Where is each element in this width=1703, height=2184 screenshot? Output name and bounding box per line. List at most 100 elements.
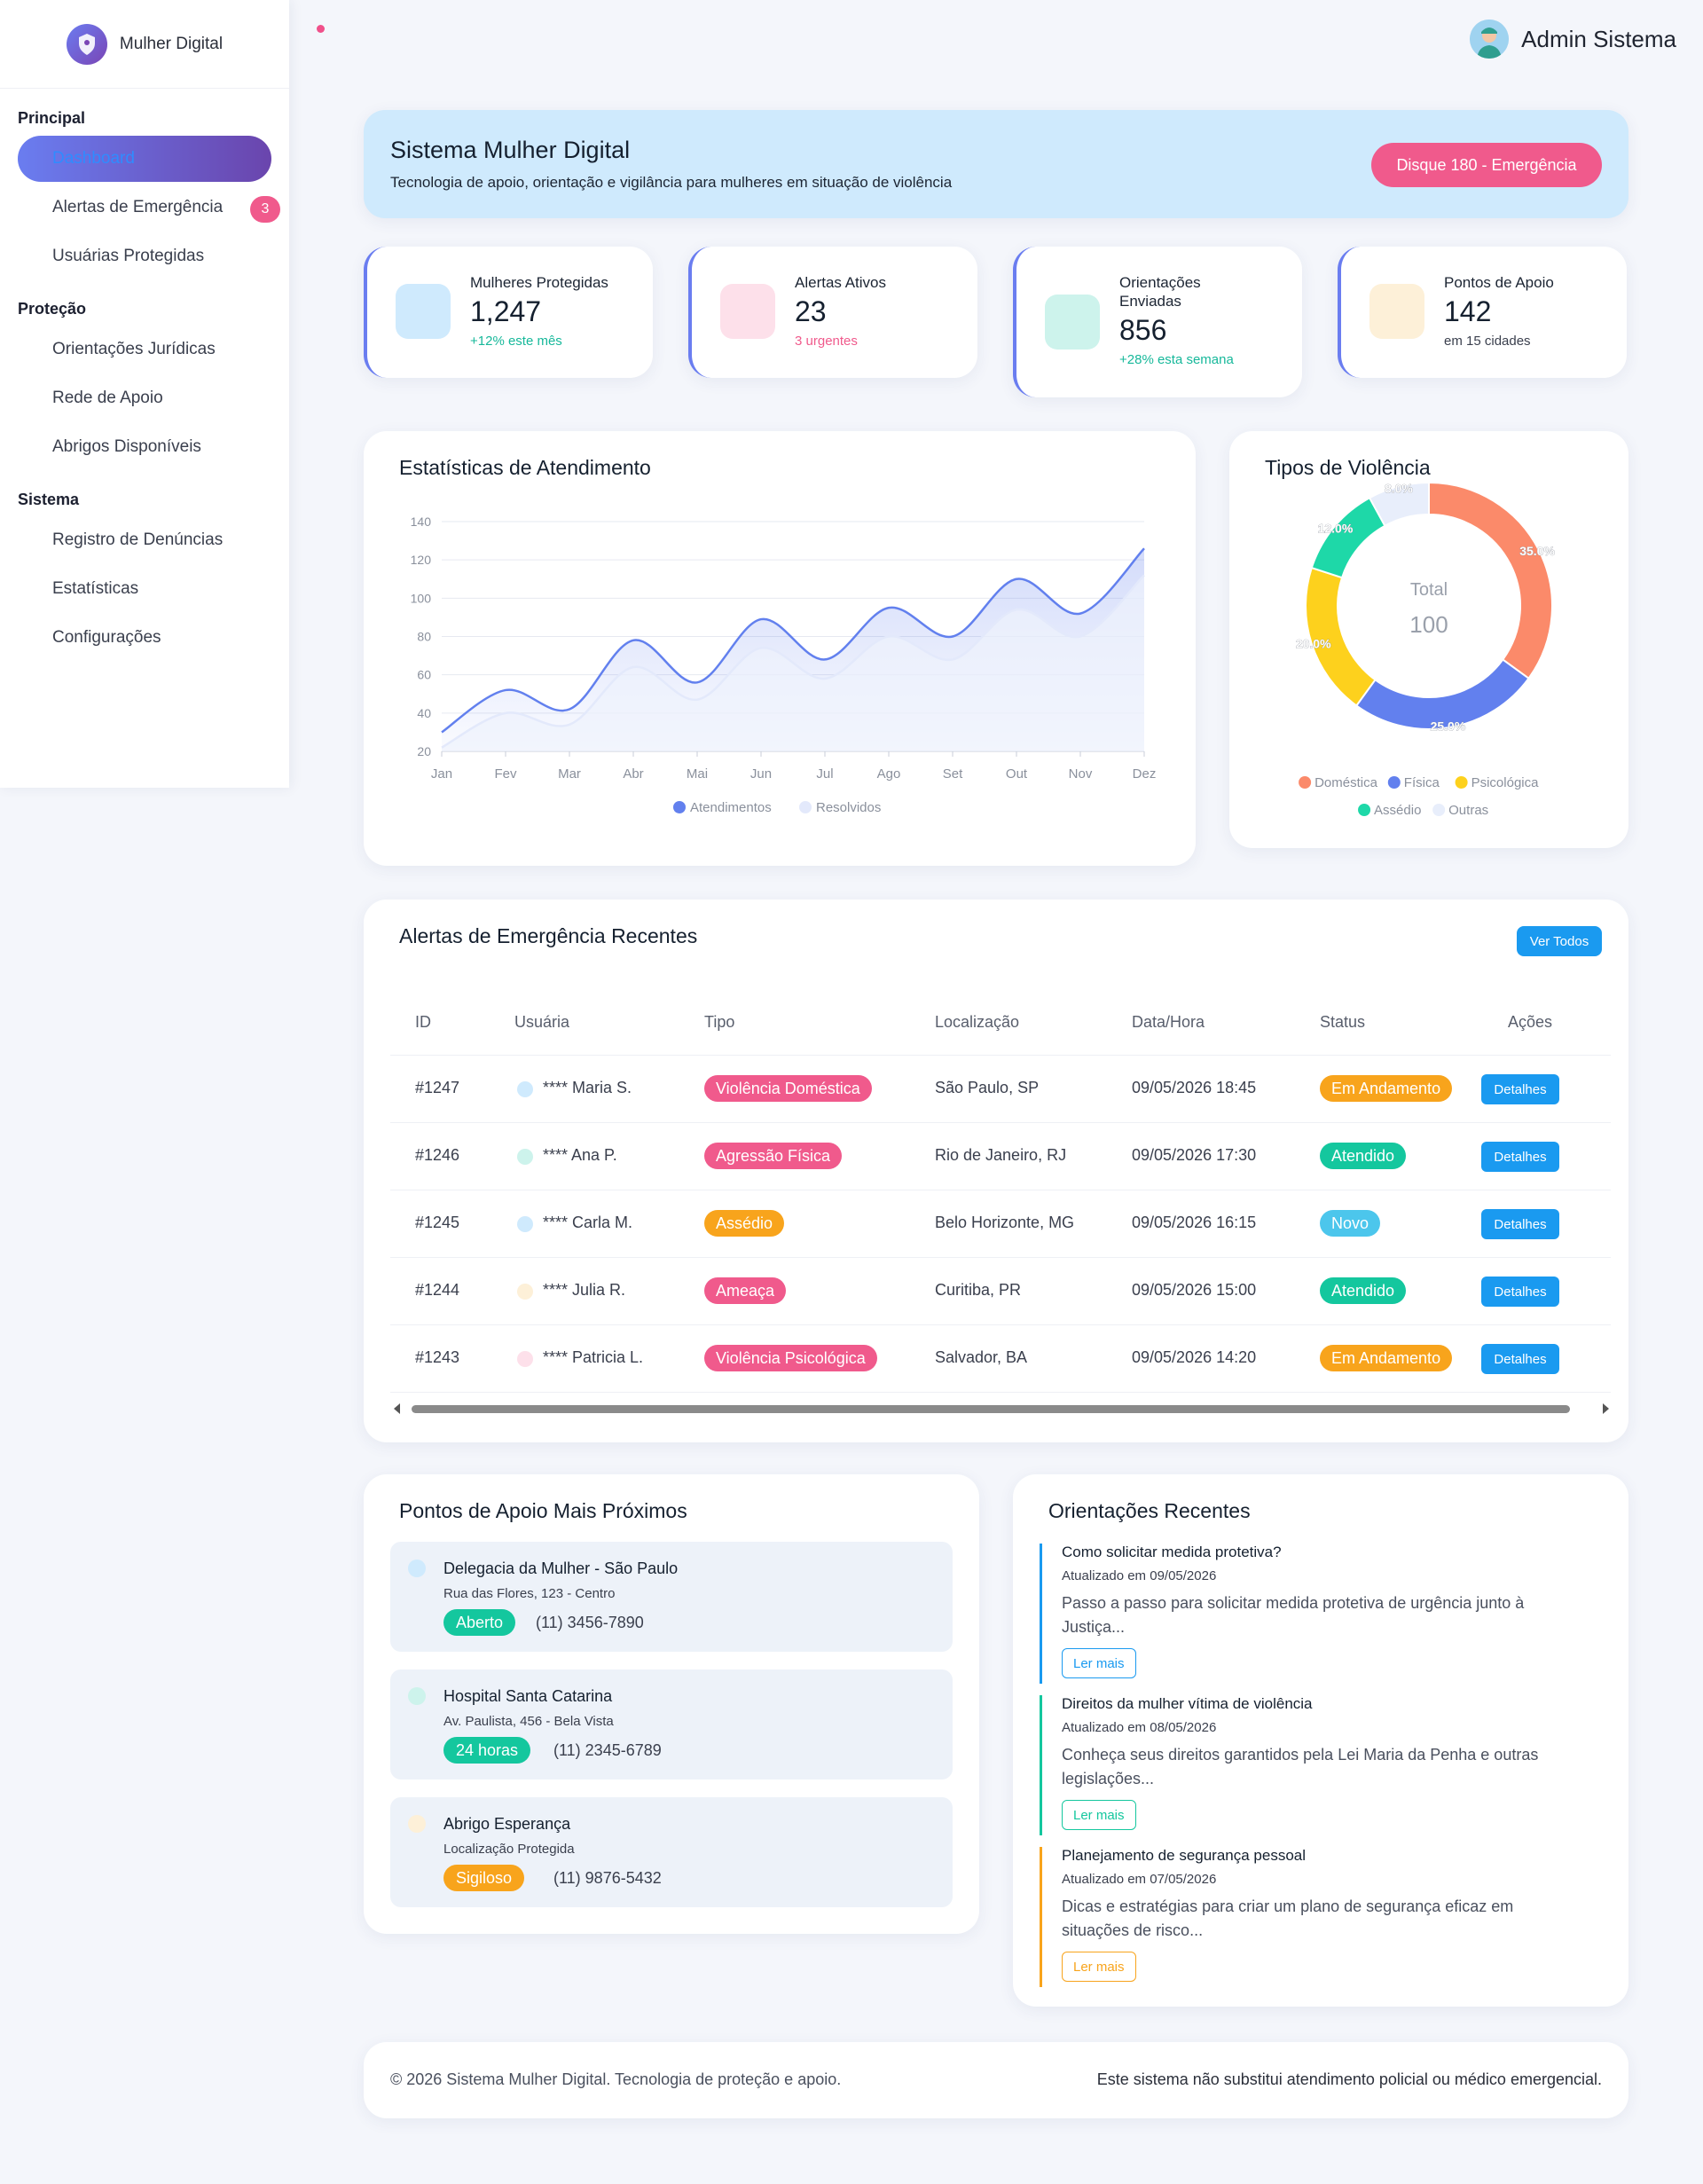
support-point-phone[interactable]: (11) 2345-6789 [553,1741,662,1759]
legend-label: Resolvidos [816,800,881,815]
x-tick-label: Jan [431,766,452,782]
sidebar-item-dashboard[interactable]: Dashboard [18,136,271,182]
horizontal-scrollbar[interactable] [394,1402,1609,1416]
table-row[interactable]: #1243 **** Patricia L. Violência Psicológi… [390,1325,1611,1393]
alert-id: #1245 [415,1214,460,1231]
series-line-atendimentos [441,547,1145,734]
sidebar-item-label: Alertas de Emergência [52,198,224,216]
alert-datetime: 09/05/2026 16:15 [1132,1214,1257,1231]
stat-card-protegidas[interactable]: Mulheres Protegidas 1,247 +12% este mês [364,247,653,378]
status-badge: Novo [1320,1210,1381,1237]
guidance-item-date: Atualizado em 08/05/2026 [1062,1720,1217,1735]
sidebar-item-configuracoes[interactable]: Configurações [18,615,271,661]
alert-user: **** Carla M. [543,1214,633,1231]
sidebar-item-label: Abrigos Disponíveis [52,437,201,456]
footer-disclaimer: Este sistema não substitui atendimento p… [1096,2070,1602,2088]
table-row[interactable]: #1246 **** Ana P. Agressão Física Rio de Ja… [390,1123,1611,1190]
y-tick-label: 40 [417,706,431,720]
column-header[interactable]: Ações [1508,1013,1553,1031]
table-row[interactable]: #1247 **** Maria S. Violência Doméstica São… [390,1056,1611,1123]
column-header[interactable]: Tipo [704,1013,735,1031]
scrollbar-thumb[interactable] [412,1405,1570,1413]
alert-user: **** Maria S. [543,1079,632,1096]
support-point-item[interactable]: Delegacia da Mulher - São Paulo Rua das F… [390,1542,953,1652]
sidebar-item-usuarias[interactable]: Usuárias Protegidas [18,233,271,279]
sidebar-item-denuncias[interactable]: Registro de Denúncias [18,517,271,563]
message-icon [1045,295,1100,350]
support-point-address: Localização Protegida [443,1842,575,1857]
stat-note: +12% este mês [470,334,562,349]
alert-location: Rio de Janeiro, RJ [935,1146,1067,1164]
sidebar-item-rede[interactable]: Rede de Apoio [18,375,271,421]
stat-card-alertas[interactable]: Alertas Ativos 23 3 urgentes [688,247,977,378]
column-header[interactable]: Status [1320,1013,1366,1031]
stat-card-pontos[interactable]: Pontos de Apoio 142 em 15 cidades [1338,247,1627,378]
details-button[interactable]: Detalhes [1481,1142,1559,1172]
read-more-button[interactable]: Ler mais [1062,1952,1136,1982]
column-header[interactable]: Localização [935,1013,1020,1031]
support-points-title: Pontos de Apoio Mais Próximos [399,1499,687,1522]
x-tick-label: Abr [623,766,643,782]
scroll-right-icon[interactable] [1603,1403,1609,1414]
sidebar-item-alertas[interactable]: Alertas de Emergência 3 [18,185,280,231]
table-row[interactable]: #1244 **** Julia R. Ameaça Curitiba, PR 09/0… [390,1258,1611,1325]
brand[interactable]: Mulher Digital [0,0,289,89]
view-all-button[interactable]: Ver Todos [1517,926,1602,956]
guidance-item-title: Como solicitar medida protetiva? [1062,1544,1282,1560]
footer: © 2026 Sistema Mulher Digital. Tecnologi… [364,2042,1628,2118]
support-point-item[interactable]: Abrigo Esperança Localização Protegida Sig… [390,1797,953,1907]
location-icon [1369,284,1424,339]
violence-donut-chart: 35.0% 25.0% 20.0% 12.0% 8.0% Total 100 Doméstic… [1296,481,1556,818]
support-point-phone[interactable]: (11) 3456-7890 [536,1614,644,1631]
details-button[interactable]: Detalhes [1481,1277,1559,1307]
emergency-call-button[interactable]: Disque 180 - Emergência [1371,143,1602,187]
guidance-item-date: Atualizado em 07/05/2026 [1062,1872,1217,1887]
alert-id: #1247 [415,1079,460,1096]
table-row[interactable]: #1245 **** Carla M. Assédio Belo Horizonte,… [390,1190,1611,1258]
support-point-tag: Sigiloso [443,1865,525,1891]
donut-title: Tipos de Violência [1265,456,1431,479]
column-header[interactable]: ID [415,1013,431,1031]
support-point-tag: 24 horas [443,1737,531,1764]
x-tick-label: Out [1006,766,1028,782]
details-button[interactable]: Detalhes [1481,1344,1559,1374]
support-point-phone[interactable]: (11) 9876-5432 [553,1869,662,1887]
legend-label: Outras [1448,803,1488,818]
column-header[interactable]: Usuária [514,1013,570,1031]
table-header: ID Usuária Tipo Localização Data/Hora St… [390,985,1611,1056]
sidebar-item-estatisticas[interactable]: Estatísticas [18,566,271,612]
user-dot-icon [517,1351,533,1367]
support-point-address: Av. Paulista, 456 - Bela Vista [443,1714,614,1729]
y-tick-label: 120 [411,553,432,567]
x-tick-label: Jul [816,766,833,782]
column-header[interactable]: Data/Hora [1132,1013,1205,1031]
guidance-item: Planejamento de segurança pessoal Atualiz… [1040,1847,1598,1987]
guidance-item: Direitos da mulher vítima de violência At… [1040,1695,1598,1835]
legend-marker [1387,776,1401,789]
alert-user: **** Patricia L. [543,1348,644,1366]
support-point-tag: Aberto [443,1609,516,1636]
stat-card-orientacoes[interactable]: Orientações Enviadas 856 +28% esta seman… [1013,247,1302,397]
scroll-left-icon[interactable] [394,1403,400,1414]
alert-id: #1244 [415,1281,460,1299]
donut-center-value: 100 [1409,611,1448,638]
sidebar-item-label: Registro de Denúncias [52,530,224,549]
support-point-item[interactable]: Hospital Santa Catarina Av. Paulista, 456… [390,1669,953,1779]
read-more-button[interactable]: Ler mais [1062,1648,1136,1678]
donut-center-label: Total [1410,580,1448,600]
details-button[interactable]: Detalhes [1481,1074,1559,1104]
nav-section-sistema: Sistema [18,491,80,508]
details-button[interactable]: Detalhes [1481,1209,1559,1239]
avatar [1470,20,1510,59]
slice-label: 8.0% [1385,481,1413,495]
user-menu[interactable]: Admin Sistema [1470,20,1676,59]
read-more-button[interactable]: Ler mais [1062,1800,1136,1830]
stat-value: 856 [1119,314,1167,346]
legend-label: Atendimentos [690,800,772,815]
y-tick-label: 20 [417,744,431,758]
recent-guidance-card: Orientações Recentes Como solicitar medi… [1013,1474,1628,2007]
nav-section-principal: Principal [18,109,86,127]
sidebar-item-orientacoes[interactable]: Orientações Jurídicas [18,326,271,373]
sidebar-item-label: Usuárias Protegidas [52,247,205,265]
sidebar-item-abrigos[interactable]: Abrigos Disponíveis [18,424,271,470]
